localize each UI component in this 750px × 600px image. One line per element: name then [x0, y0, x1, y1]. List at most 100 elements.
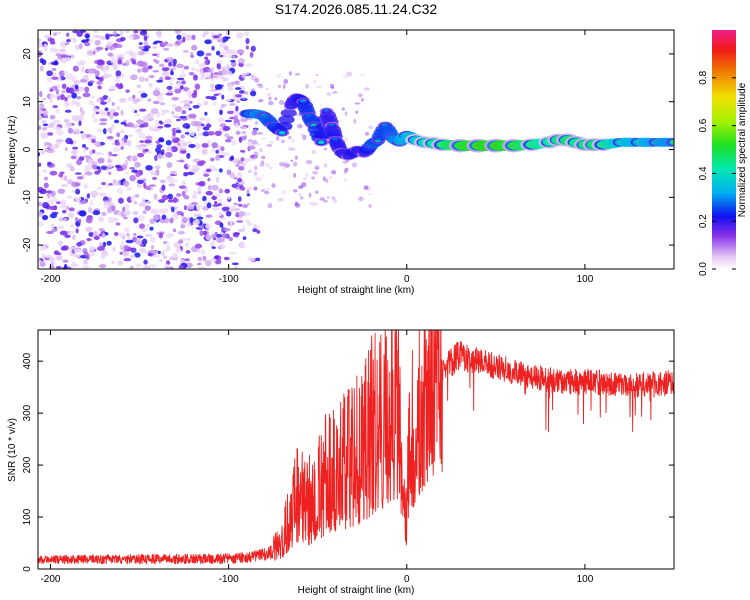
noise-speck [219, 109, 223, 116]
noise-speck [211, 142, 218, 149]
noise-speck [207, 68, 212, 73]
noise-speck [172, 228, 177, 233]
noise-speck [150, 169, 154, 176]
noise-speck [135, 239, 143, 245]
noise-speck [95, 76, 100, 80]
spectrogram-y-tick-label: -10 [22, 190, 33, 205]
noise-speck [302, 176, 307, 181]
noise-speck [132, 98, 138, 105]
noise-speck [355, 110, 359, 114]
noise-speck [323, 176, 326, 182]
noise-speck [65, 122, 73, 129]
noise-speck [94, 170, 100, 175]
noise-speck [207, 177, 211, 182]
noise-speck [167, 199, 175, 203]
noise-speck [153, 172, 157, 176]
noise-speck [237, 177, 243, 183]
noise-speck [84, 42, 91, 47]
noise-speck [96, 59, 105, 66]
noise-speck [214, 84, 223, 90]
noise-speck [210, 233, 217, 239]
noise-speck [209, 88, 217, 92]
noise-speck [231, 262, 239, 266]
noise-speck [221, 94, 225, 100]
noise-speck [129, 254, 136, 259]
noise-speck [210, 157, 215, 162]
noise-speck [215, 234, 223, 238]
noise-speck [266, 143, 273, 147]
noise-speck [163, 47, 170, 51]
noise-speck [158, 137, 165, 143]
noise-speck [101, 251, 109, 257]
noise-speck [157, 126, 164, 129]
noise-speck [165, 151, 173, 158]
noise-speck [230, 60, 237, 68]
noise-speck [138, 76, 146, 82]
noise-speck [204, 259, 212, 267]
noise-speck [224, 70, 232, 75]
noise-speck [142, 210, 147, 215]
noise-speck [227, 50, 236, 53]
noise-speck [49, 256, 56, 262]
noise-speck [120, 30, 124, 35]
noise-speck [197, 266, 206, 269]
noise-speck [263, 190, 270, 195]
noise-speck [127, 236, 131, 241]
noise-speck [271, 183, 276, 188]
noise-speck [332, 199, 338, 203]
noise-speck [174, 179, 178, 183]
noise-speck [225, 98, 232, 102]
noise-speck [192, 194, 197, 200]
noise-speck [124, 203, 130, 210]
noise-speck [230, 155, 235, 161]
noise-speck [101, 211, 107, 217]
snr-y-label: SNR (10 * v/v) [7, 418, 18, 482]
noise-speck [152, 254, 161, 258]
noise-speck [196, 68, 201, 73]
noise-speck [164, 217, 170, 224]
noise-speck [161, 67, 170, 72]
noise-speck [122, 180, 130, 187]
noise-speck [235, 130, 241, 135]
noise-speck [111, 142, 116, 146]
noise-speck [93, 30, 98, 34]
noise-speck [227, 54, 233, 58]
noise-speck [238, 165, 245, 171]
spectrogram-y-ticks: -20 -10 0 10 20 [22, 48, 674, 252]
noise-speck [179, 73, 187, 78]
noise-speck [133, 232, 137, 237]
spectrogram-x-tick-label: 0 [404, 274, 410, 285]
noise-speck [73, 254, 81, 258]
noise-speck [113, 119, 120, 124]
noise-speck [298, 193, 302, 197]
noise-speck [83, 184, 89, 189]
noise-speck [59, 230, 68, 236]
noise-speck [42, 110, 48, 117]
noise-speck [210, 148, 216, 152]
noise-speck [192, 74, 198, 81]
noise-speck [211, 246, 216, 249]
noise-speck [247, 157, 255, 162]
noise-speck [342, 160, 348, 164]
noise-speck [319, 197, 326, 201]
noise-speck [167, 90, 173, 94]
noise-speck [173, 44, 179, 48]
noise-speck [107, 52, 114, 57]
noise-speck [64, 100, 70, 107]
noise-speck [179, 85, 184, 90]
spectrogram-y-tick-label: 10 [22, 96, 33, 108]
noise-speck [71, 92, 77, 99]
noise-speck [83, 167, 90, 173]
noise-speck [110, 58, 118, 64]
noise-speck [225, 210, 232, 217]
noise-speck [199, 117, 206, 121]
noise-speck [298, 185, 304, 190]
noise-speck [189, 52, 194, 56]
noise-speck [58, 240, 63, 246]
noise-speck [137, 179, 144, 184]
noise-speck [109, 108, 117, 114]
noise-speck [188, 107, 192, 111]
noise-speck [239, 150, 246, 153]
noise-speck [311, 176, 315, 180]
noise-speck [267, 203, 273, 209]
